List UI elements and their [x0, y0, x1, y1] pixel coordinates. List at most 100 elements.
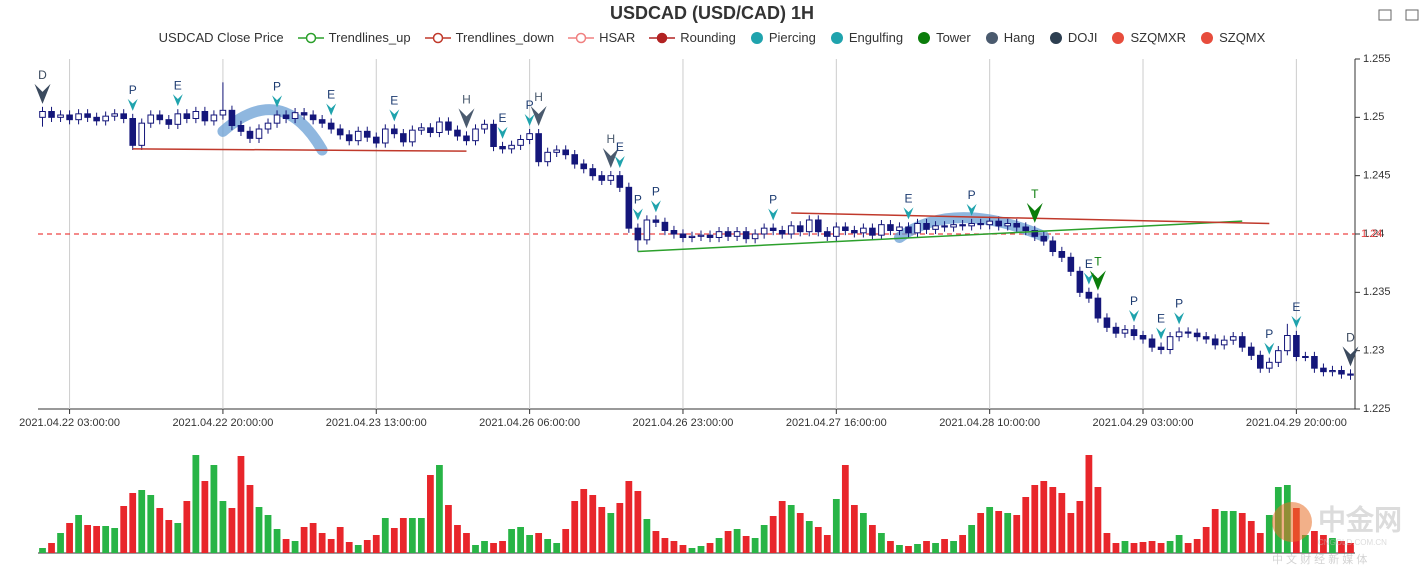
legend-item[interactable]: Trendlines_down: [424, 30, 554, 45]
candle-down: [445, 121, 452, 131]
volume-bar: [192, 455, 200, 553]
candle-down: [1247, 346, 1255, 356]
chart-title: USDCAD (USD/CAD) 1H: [609, 3, 814, 23]
legend-item[interactable]: DOJI: [1049, 30, 1097, 45]
pattern-marker: [768, 208, 779, 221]
candle-down: [887, 224, 894, 232]
volume-bar: [1211, 509, 1219, 553]
candle-down: [1184, 331, 1192, 334]
candle-down: [1085, 291, 1093, 299]
volume-bar: [417, 518, 425, 553]
legend-icon: [424, 32, 451, 43]
volume-bar: [1148, 541, 1156, 553]
candle-down: [1022, 226, 1030, 231]
candle-down: [300, 112, 308, 116]
toolbox[interactable]: [1378, 9, 1419, 21]
volume-bar: [1220, 511, 1228, 553]
legend-icon: [985, 31, 998, 44]
candle-down: [905, 226, 912, 234]
pattern-label: E: [327, 88, 335, 102]
volume-bar: [147, 495, 155, 553]
candle-up: [409, 129, 416, 143]
legend-item[interactable]: Trendlines_up: [297, 30, 411, 45]
volume-bar: [1175, 535, 1183, 553]
candle-down: [499, 146, 506, 150]
volume-bar: [399, 518, 407, 553]
candle-down: [1338, 370, 1345, 375]
x-tick-label: 2021.04.27 16:00:00: [786, 417, 887, 429]
candle-down: [1013, 223, 1021, 228]
candle-down: [1157, 346, 1165, 350]
pattern-marker: [602, 148, 619, 168]
volume-bar: [1040, 481, 1048, 553]
volume-bar: [472, 545, 479, 553]
zoom-icon[interactable]: [1378, 9, 1392, 21]
candle-down: [959, 224, 966, 227]
legend-item[interactable]: Hang: [985, 30, 1035, 45]
volume-bar: [1184, 543, 1192, 553]
volume-bar: [219, 501, 227, 553]
y-tick-label: 1.235: [1363, 286, 1391, 298]
candle-up: [733, 231, 741, 237]
trendline: [637, 220, 1243, 253]
candle-down: [66, 114, 73, 121]
candle-down: [814, 219, 822, 233]
candle-up: [210, 114, 218, 122]
candle-down: [391, 128, 398, 135]
pattern-label: E: [499, 111, 507, 125]
candle-down: [706, 234, 714, 239]
volume-bar: [905, 546, 912, 553]
pattern-marker: [1174, 312, 1185, 325]
pattern-marker: [272, 95, 283, 108]
volume-bar: [1139, 542, 1147, 553]
candle-down: [327, 122, 335, 130]
volume-bar: [598, 507, 606, 553]
candle-up: [950, 224, 957, 228]
candle-up: [553, 149, 560, 153]
legend-item[interactable]: SZQMXR: [1111, 30, 1186, 45]
volume-bar: [1347, 543, 1354, 553]
candle-up: [481, 123, 488, 130]
legend-item[interactable]: HSAR: [568, 30, 635, 45]
legend-item[interactable]: USDCAD Close Price: [159, 30, 284, 45]
pattern-marker: [903, 207, 914, 220]
volume-bar: [408, 518, 416, 553]
volume-bar: [66, 523, 73, 553]
volume-bar: [499, 541, 506, 553]
volume-bar: [1202, 527, 1210, 553]
restore-icon[interactable]: [1405, 9, 1419, 21]
candle-up: [174, 113, 182, 125]
volume-bar: [887, 541, 894, 553]
x-tick-label: 2021.04.29 03:00:00: [1093, 417, 1194, 429]
volume-bar: [1022, 497, 1030, 553]
candle-up: [75, 113, 82, 121]
candle-down: [201, 111, 209, 122]
volume-bar: [932, 543, 939, 553]
pattern-label: T: [1094, 255, 1102, 269]
volume-bar: [327, 539, 335, 553]
candle-down: [363, 130, 371, 138]
legend-icon: [1112, 31, 1125, 44]
candle-down: [84, 113, 91, 118]
pattern-marker: [1026, 202, 1043, 223]
volume-bar: [93, 526, 101, 553]
volume-bar: [697, 546, 705, 553]
volume-bar: [1094, 487, 1102, 553]
volume-bar: [959, 535, 966, 553]
candle-down: [1076, 270, 1084, 293]
legend-item[interactable]: Engulfing: [830, 30, 903, 45]
candle-up: [138, 122, 146, 146]
candle-down: [246, 130, 254, 139]
volume-bar: [57, 533, 64, 553]
legend-item[interactable]: SZQMX: [1200, 30, 1265, 45]
candle-up: [697, 234, 705, 237]
candle-down: [535, 133, 542, 163]
x-tick-label: 2021.04.26 06:00:00: [479, 417, 580, 429]
volume-bar: [607, 513, 615, 553]
legend-item[interactable]: Tower: [917, 30, 971, 45]
legend-item[interactable]: Rounding: [649, 30, 736, 45]
pattern-marker: [172, 94, 183, 107]
legend-item[interactable]: Piercing: [750, 30, 816, 45]
volume-bar: [1247, 521, 1255, 553]
legend-icon: [750, 31, 763, 44]
